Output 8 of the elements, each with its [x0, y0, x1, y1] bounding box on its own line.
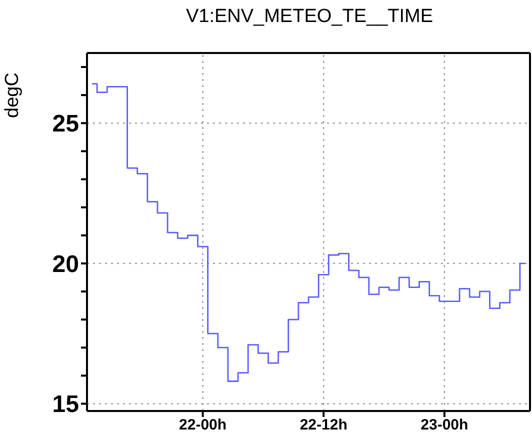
y-axis-title: degC	[2, 72, 24, 118]
y-tick-label: 25	[52, 110, 79, 138]
chart-title: V1:ENV_METEO_TE__TIME	[184, 6, 434, 28]
x-tick-label: 22-12h	[300, 416, 348, 434]
x-tick-label: 23-00h	[420, 416, 468, 434]
y-tick-label: 20	[52, 250, 79, 278]
y-tick-label: 15	[52, 391, 79, 418]
x-tick-label: 22-00h	[179, 416, 227, 434]
